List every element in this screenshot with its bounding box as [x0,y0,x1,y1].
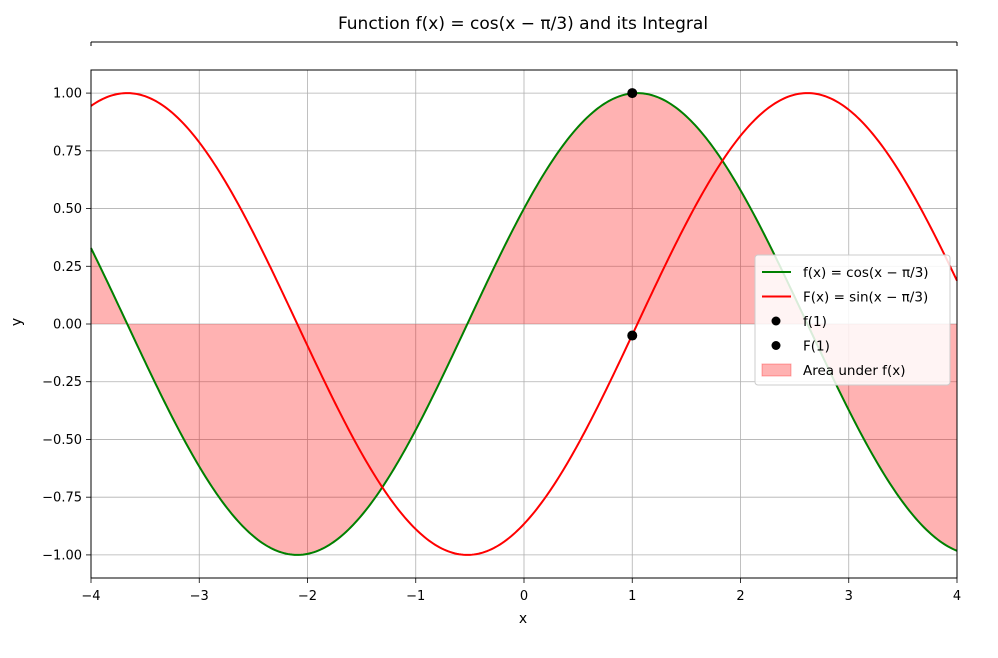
legend-swatch-marker [771,341,781,350]
chart-title: Function f(x) = cos(x − π/3) and its Int… [338,14,708,34]
series-point-2 [627,88,638,99]
x-tick-label: −2 [298,589,317,604]
legend-label: f(1) [803,314,827,330]
legend-label: F(1) [803,339,830,355]
legend-swatch-patch [761,363,792,377]
y-axis-label: y [9,318,25,326]
axes [86,41,958,583]
x-tick-label: 0 [520,589,528,604]
y-tick-label: 0.50 [53,202,82,217]
legend-label: F(x) = sin(x − π/3) [803,290,928,306]
series-area-under-f [91,93,957,555]
x-tick-label: 1 [628,589,636,604]
y-tick-label: 1.00 [53,87,82,102]
x-tick-label: 3 [845,589,853,604]
legend-label: f(x) = cos(x − π/3) [803,265,929,281]
x-tick-label: −1 [406,589,425,604]
plot-frame [90,69,958,579]
y-tick-label: 0.25 [53,260,82,275]
tick-labels: −4 −3 −2 −1 0 1 2 3 4 −1.00 −0.75 −0.50 −0.25 0.00 0.2… [42,87,961,604]
x-tick-label: −3 [190,589,209,604]
legend: f(x) = cos(x − π/3) F(x) = sin(x − π/3) f(… [754,254,951,386]
y-tick-label: 0.75 [53,144,82,159]
series-line-1 [90,92,958,556]
y-tick-label: 0.00 [53,318,82,333]
area-layer [91,93,957,555]
series-point-3 [627,330,638,341]
x-tick-label: −4 [81,589,100,604]
legend-box [754,254,951,386]
x-tick-label: 4 [953,589,961,604]
legend-label: Area under f(x) [803,363,905,379]
point-layer [627,88,638,341]
y-tick-label: −1.00 [42,548,82,563]
y-tick-label: −0.50 [42,433,82,448]
y-tick-label: −0.25 [42,375,82,390]
y-tick-label: −0.75 [42,491,82,506]
legend-swatch-marker [771,316,781,326]
x-tick-label: 2 [736,589,744,604]
x-axis-label: x [519,611,527,627]
